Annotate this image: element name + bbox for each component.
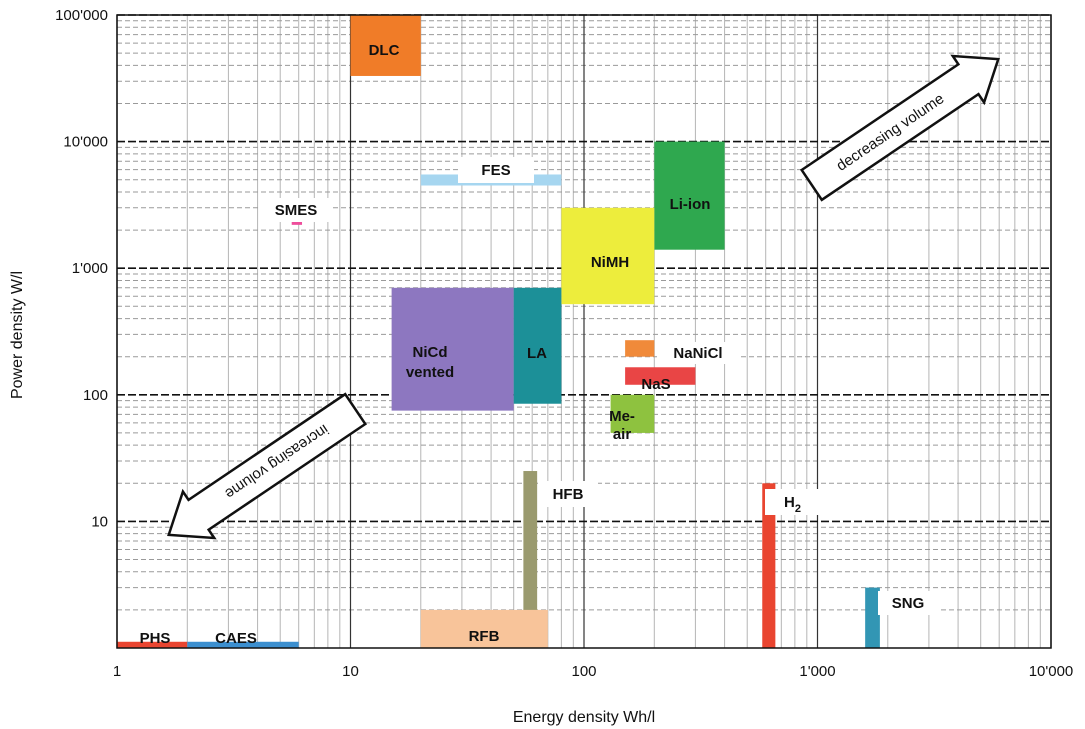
- increasing-volume-arrow-shape: [167, 392, 368, 540]
- region-label-h2: H2: [784, 494, 801, 515]
- region-sublabel-vented: vented: [406, 364, 454, 381]
- region-li-ion: [654, 141, 725, 250]
- region-nimh: [561, 207, 655, 305]
- region-label-nas: NaS: [641, 376, 670, 393]
- region-label-me-: Me-: [609, 408, 635, 425]
- plot-frame: [116, 14, 1052, 649]
- region-label-dlc: DLC: [369, 42, 400, 59]
- x-tick-label: 1'000: [799, 663, 835, 680]
- region-label-phs: PHS: [140, 630, 171, 647]
- region-dlc: [350, 15, 421, 76]
- label-background: [261, 198, 331, 222]
- region-label-rfb: RFB: [469, 628, 500, 645]
- region-h2: [762, 483, 776, 648]
- x-tick-label: 100: [571, 663, 596, 680]
- region-label-caes: CAES: [215, 630, 257, 647]
- x-tick-label: 1: [113, 663, 121, 680]
- x-tick-label: 10'000: [1029, 663, 1074, 680]
- x-axis-label: Energy density Wh/l: [513, 709, 655, 726]
- label-background: [878, 591, 938, 615]
- region-rfb: [420, 609, 548, 648]
- region-sng: [865, 587, 880, 648]
- label-background: [538, 481, 598, 507]
- label-background: [657, 342, 739, 364]
- region-label-nimh: NiMH: [591, 254, 629, 271]
- region-label-sng: SNG: [892, 595, 925, 612]
- region-me-: [610, 394, 655, 433]
- decreasing-volume-arrow-shape: [799, 54, 1000, 202]
- region-nicd: [391, 287, 514, 411]
- region-hfb: [523, 471, 538, 648]
- region-label-fes: FES: [481, 162, 510, 179]
- ticks: 1 10 100 1'000 10'000 10 100 1'000 10'000 100'000: [55, 7, 1073, 680]
- y-tick-label: 100: [83, 387, 108, 404]
- y-tick-label: 10'000: [63, 134, 108, 151]
- y-tick-label: 10: [91, 513, 108, 530]
- x-tick-label: 10: [342, 663, 359, 680]
- region-label-smes: SMES: [275, 202, 318, 219]
- region-la: [513, 287, 562, 404]
- region-label-li-ion: Li-ion: [670, 196, 711, 213]
- region-phs: [117, 641, 188, 648]
- region-label-hfb: HFB: [553, 486, 584, 503]
- region-label-nicd: NiCd: [413, 344, 448, 361]
- label-background: [765, 489, 823, 515]
- label-background: [458, 157, 534, 183]
- y-axis-label: Power density W/l: [9, 271, 26, 399]
- regions: DLC FES SMES Li-ion NiMH NiCd vented LA NaNiClNa…: [117, 15, 938, 648]
- region-sublabel-air: air: [613, 426, 632, 443]
- y-tick-label: 1'000: [72, 260, 108, 277]
- region-caes: [187, 641, 299, 648]
- region-nanicl: [625, 340, 655, 357]
- y-tick-label: 100'000: [55, 7, 108, 24]
- region-nas: [625, 367, 696, 385]
- region-label-nanicl: NaNiCl: [673, 345, 722, 362]
- region-label-la: LA: [527, 345, 547, 362]
